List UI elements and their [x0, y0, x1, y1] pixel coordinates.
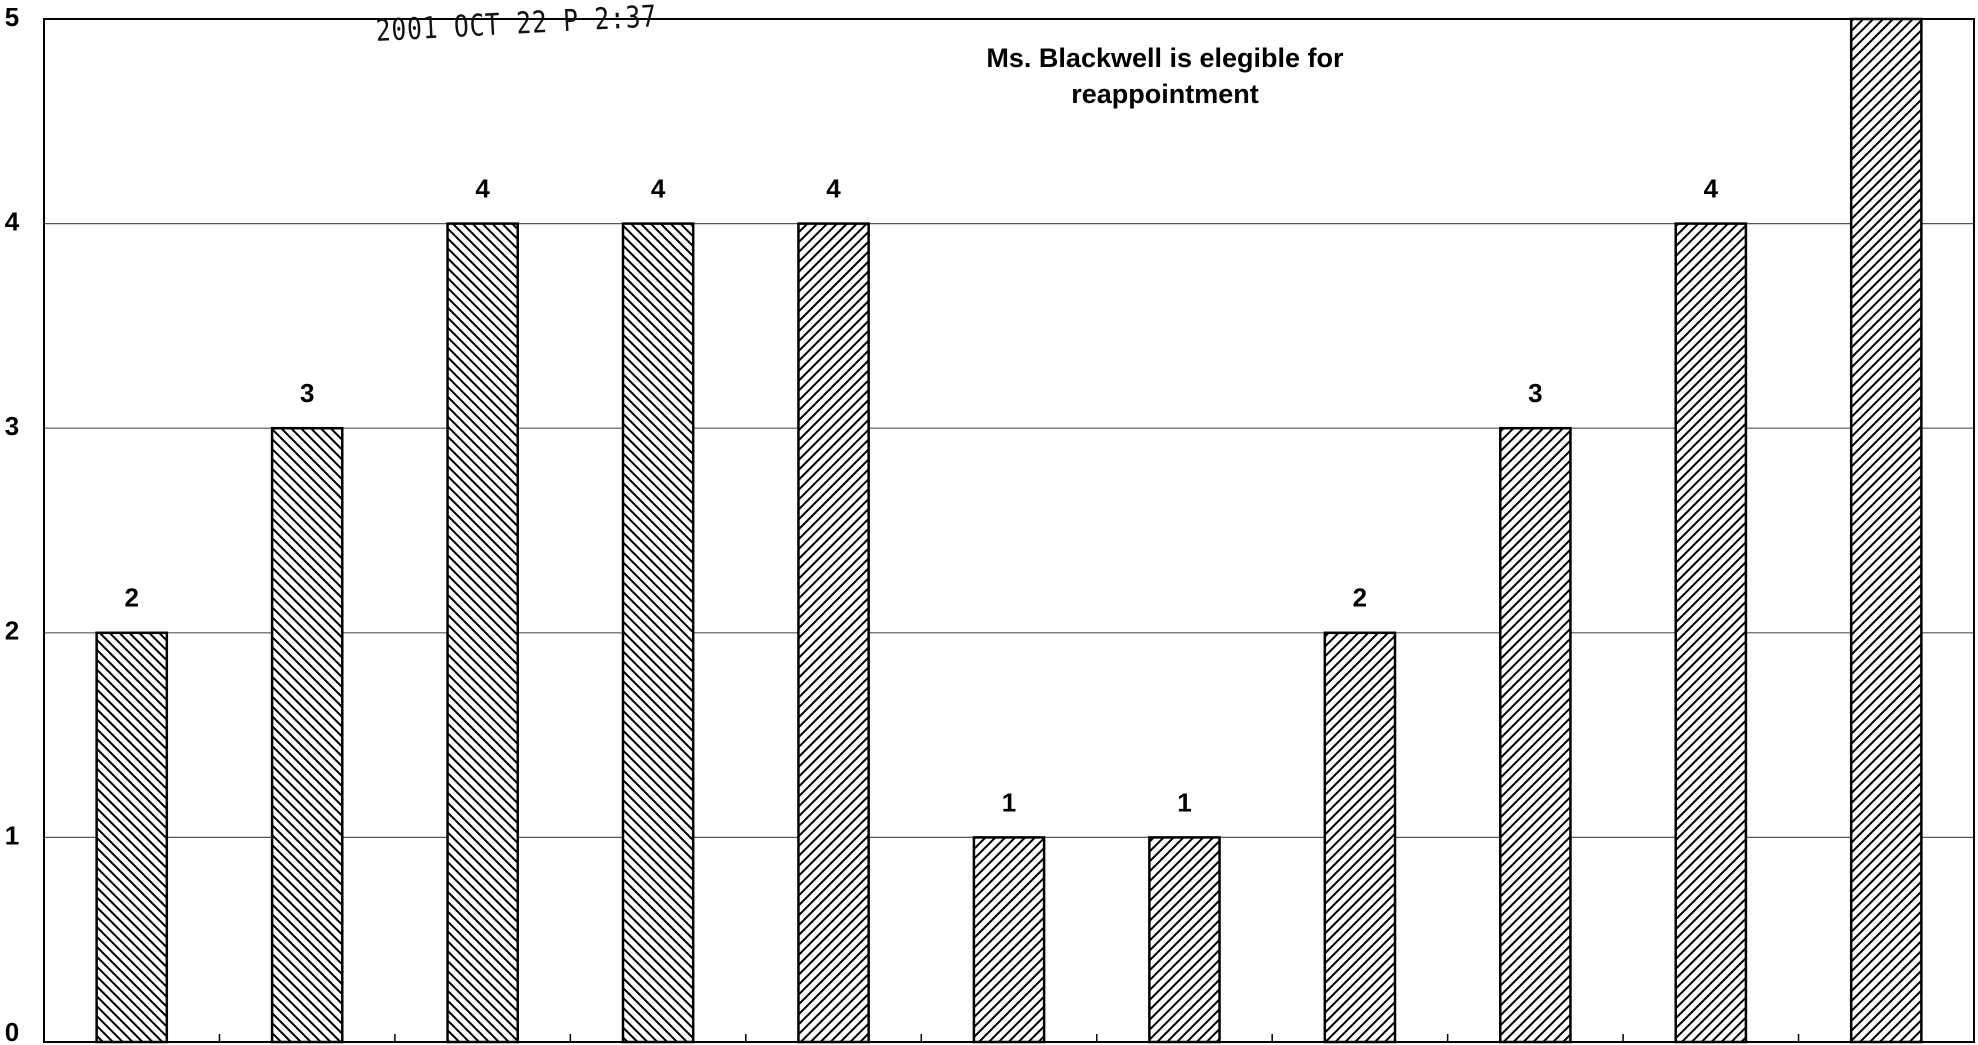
bar [95, 631, 169, 1044]
bar [446, 222, 519, 1044]
bar [797, 222, 870, 1044]
bar [1499, 426, 1572, 1044]
bar [1148, 836, 1221, 1044]
bar [972, 836, 1046, 1044]
data-label: 4 [1704, 173, 1719, 203]
data-label: 1 [1002, 787, 1016, 817]
bar [621, 222, 695, 1044]
y-tick-label: 0 [5, 1017, 19, 1045]
bar [1849, 17, 1923, 1044]
data-label: 2 [1353, 583, 1367, 613]
y-tick-label: 2 [5, 616, 19, 646]
data-label: 4 [826, 173, 841, 203]
y-tick-label: 3 [5, 411, 19, 441]
data-label: 4 [651, 173, 666, 203]
y-tick-label: 1 [5, 820, 19, 850]
bar [1674, 222, 1748, 1044]
data-label: 3 [1528, 378, 1542, 408]
y-tick-label: 5 [5, 2, 19, 32]
bar [1323, 631, 1397, 1044]
bar [270, 426, 344, 1044]
data-label: 2 [124, 583, 138, 613]
y-tick-label: 4 [5, 206, 20, 236]
chart-title: Ms. Blackwell is elegible for reappointm… [986, 43, 1344, 109]
data-label: 1 [1177, 787, 1191, 817]
data-label: 4 [475, 173, 490, 203]
data-label: 3 [300, 378, 314, 408]
